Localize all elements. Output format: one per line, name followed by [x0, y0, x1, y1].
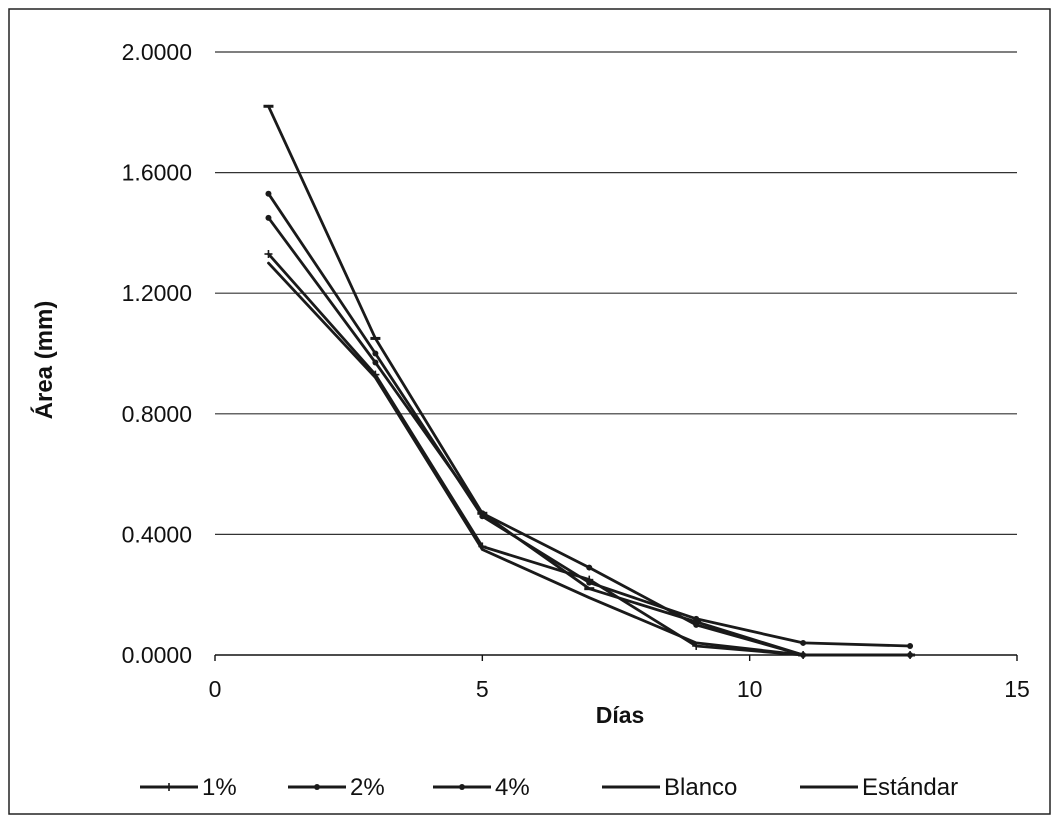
legend-marker-2	[459, 784, 465, 790]
legend-label-0: 1%	[202, 774, 237, 801]
data-point-1-0	[265, 190, 272, 197]
x-tick-label-0: 0	[209, 676, 222, 702]
y-tick-label-4: 1.6000	[122, 160, 192, 186]
y-tick-label-1: 0.4000	[122, 521, 192, 547]
legend-item-3: Blanco	[602, 774, 737, 801]
x-tick-label-3: 15	[1004, 676, 1030, 702]
data-point-0-0	[264, 250, 273, 259]
x-axis-label: Días	[596, 702, 645, 728]
x-tick-labels: 0 5 10 15	[209, 676, 1030, 702]
legend-marker-1	[314, 784, 320, 790]
legend-label-3: Blanco	[664, 774, 737, 801]
y-tick-label-5: 2.0000	[122, 39, 192, 65]
x-tick-label-2: 10	[737, 676, 763, 702]
legend-item-4: Estándar	[800, 774, 958, 801]
series-1	[265, 190, 914, 649]
series-4	[263, 104, 916, 657]
data-point-1-3	[586, 579, 593, 586]
legend-item-0: 1%	[140, 774, 237, 801]
chart-frame	[8, 8, 1051, 815]
series-lines	[263, 104, 916, 659]
data-point-1-6	[907, 642, 914, 649]
legend-label-1: 2%	[350, 774, 385, 801]
gridlines	[215, 51, 1017, 536]
legend-label-2: 4%	[495, 774, 530, 801]
legend-item-2: 4%	[433, 774, 530, 801]
data-point-1-5	[800, 639, 807, 646]
y-tick-label-0: 0.0000	[122, 642, 192, 668]
data-point-2-3	[586, 564, 593, 571]
data-point-2-0	[265, 214, 272, 221]
data-point-2-1	[372, 359, 379, 366]
x-tick-label-1: 5	[476, 676, 489, 702]
legend-item-1: 2%	[288, 774, 385, 801]
y-axis-label: Área (mm)	[30, 301, 58, 420]
legend-label-4: Estándar	[862, 774, 958, 801]
data-point-1-1	[372, 350, 379, 357]
y-tick-labels: 0.0000 0.4000 0.8000 1.2000 1.6000 2.0000	[122, 39, 192, 668]
legend: 1% 2% 4% Blanco Estándar	[140, 774, 958, 801]
y-tick-label-2: 0.8000	[122, 401, 192, 427]
legend-marker-0	[165, 783, 173, 791]
y-tick-label-3: 1.2000	[122, 280, 192, 306]
